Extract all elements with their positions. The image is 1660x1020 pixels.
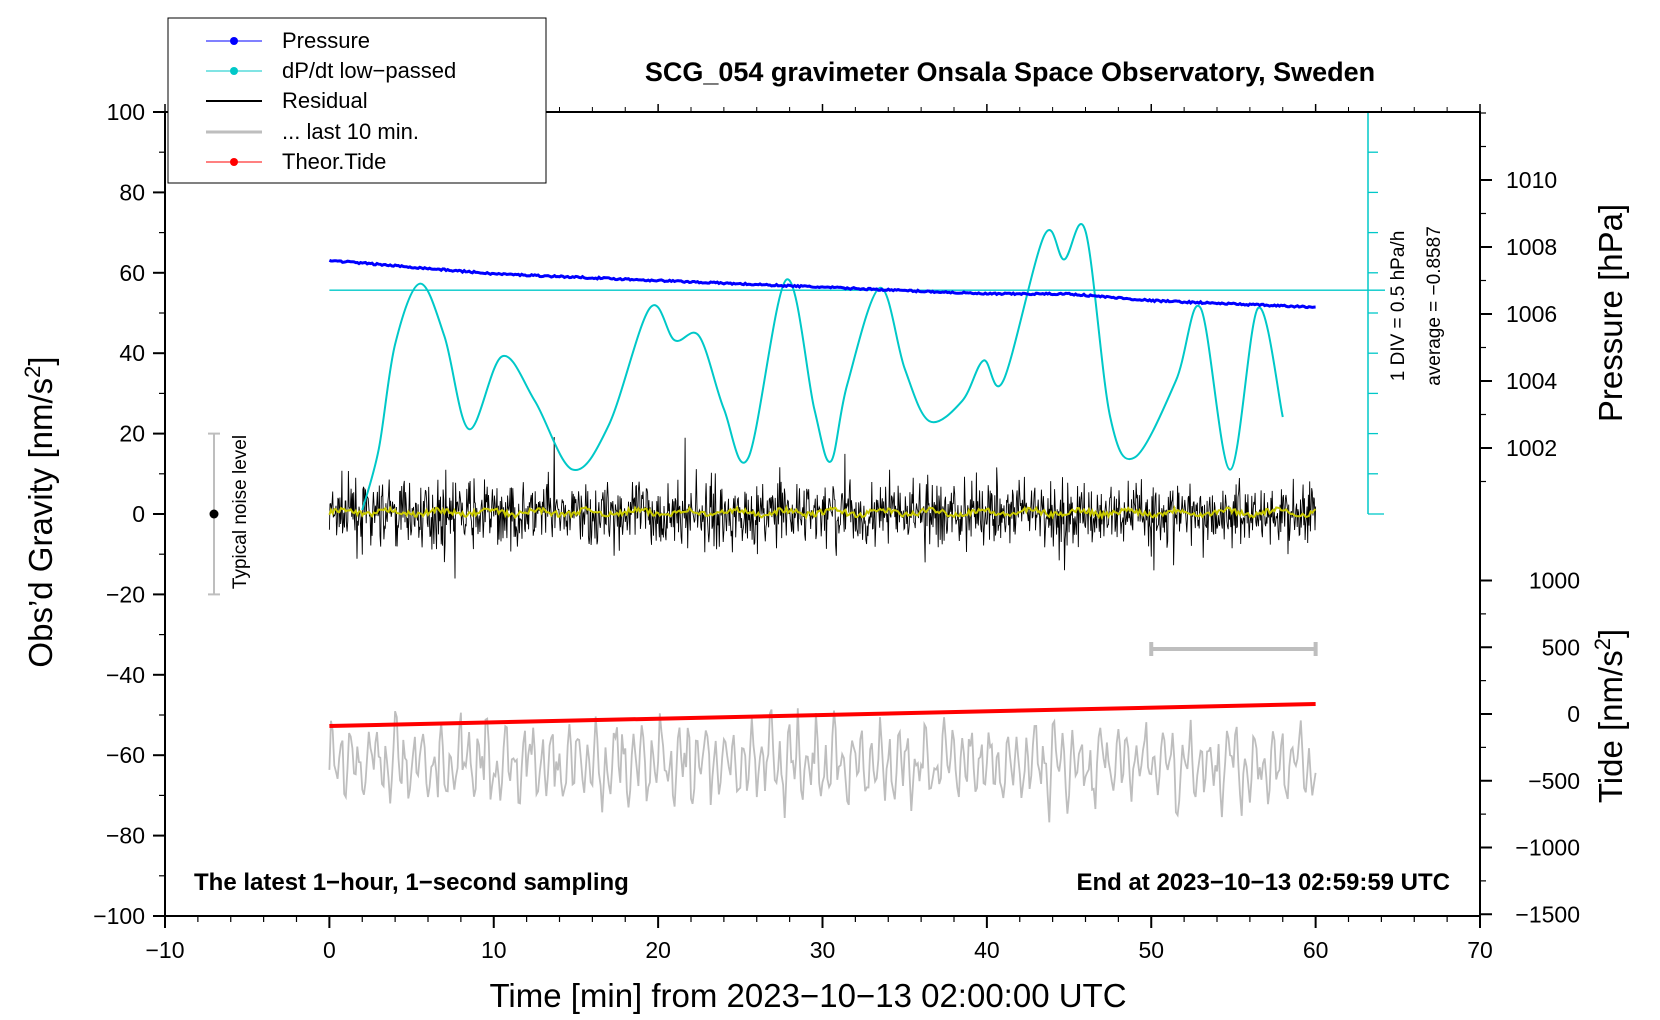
bottom-left-note: The latest 1−hour, 1−second sampling <box>194 869 629 896</box>
y-tick-label: −60 <box>106 742 145 768</box>
y-tick-label: 40 <box>119 340 145 366</box>
y-axis-label-pressure: Pressure [hPa] <box>1592 204 1629 422</box>
x-tick-label: 60 <box>1303 937 1329 963</box>
x-tick-label: 30 <box>810 937 836 963</box>
x-tick-label: 20 <box>645 937 671 963</box>
tide-tick-label: 0 <box>1567 701 1580 727</box>
tide-tick-label: −1000 <box>1515 835 1580 861</box>
noise-level-label: Typical noise level <box>230 435 251 589</box>
legend-label-pressure: Pressure <box>282 28 370 53</box>
tide-tick-label: −1500 <box>1515 901 1580 927</box>
legend-marker-pressure <box>230 37 238 45</box>
legend-marker-dpdt <box>230 67 238 75</box>
pressure-line <box>328 258 1316 310</box>
y-tick-label: −100 <box>93 903 145 929</box>
x-tick-label: 40 <box>974 937 1000 963</box>
noise-bar-dot <box>209 509 219 519</box>
x-axis-label: Time [min] from 2023−10−13 02:00:00 UTC <box>489 977 1126 1014</box>
y-tick-label: 60 <box>119 260 145 286</box>
dpdt-average-label: average = −0.8587 <box>1424 226 1445 386</box>
y-tick-label: 20 <box>119 421 145 447</box>
x-tick-label: −10 <box>145 937 184 963</box>
tide-tick-label: 500 <box>1542 634 1580 660</box>
legend: Pressure dP/dt low−passed Residual ... l… <box>167 17 547 184</box>
residual-line <box>328 436 1317 579</box>
y-tick-label: −80 <box>106 823 145 849</box>
last-10min-line <box>328 708 1317 823</box>
legend-label-last10: ... last 10 min. <box>282 119 419 144</box>
residual-smoothed-line <box>328 504 1317 521</box>
tide-tick-label: 1000 <box>1529 568 1580 594</box>
x-tick-label: 10 <box>481 937 507 963</box>
bottom-right-note: End at 2023−10−13 02:59:59 UTC <box>1076 869 1450 896</box>
legend-label-dpdt: dP/dt low−passed <box>282 58 456 83</box>
legend-label-tide: Theor.Tide <box>282 149 386 174</box>
pressure-tick-label: 1004 <box>1506 368 1557 394</box>
pressure-tick-label: 1006 <box>1506 301 1557 327</box>
y-tick-label: 80 <box>119 179 145 205</box>
y-tick-label: −40 <box>106 662 145 688</box>
x-tick-label: 70 <box>1467 937 1493 963</box>
legend-marker-tide <box>230 158 238 166</box>
x-tick-label: 50 <box>1138 937 1164 963</box>
legend-label-residual: Residual <box>282 88 368 113</box>
pressure-tick-label: 1010 <box>1506 167 1557 193</box>
pressure-tick-label: 1008 <box>1506 234 1557 260</box>
chart-title: SCG_054 gravimeter Onsala Space Observat… <box>645 57 1375 87</box>
theoretical-tide-line <box>329 701 1316 729</box>
pressure-tick-label: 1002 <box>1506 435 1557 461</box>
y-axis-label-gravity: Obs’d Gravity [nm/s2] <box>20 356 59 667</box>
y-axis-label-tide: Tide [nm/s2] <box>1590 629 1629 803</box>
y-tick-label: −20 <box>106 581 145 607</box>
dpdt-div-label: 1 DIV = 0.5 hPa/h <box>1388 231 1409 382</box>
x-tick-label: 0 <box>323 937 336 963</box>
dpdt-line <box>361 222 1284 511</box>
y-tick-label: 0 <box>132 501 145 527</box>
tide-tick-label: −500 <box>1528 768 1580 794</box>
y-tick-label: 100 <box>107 99 145 125</box>
